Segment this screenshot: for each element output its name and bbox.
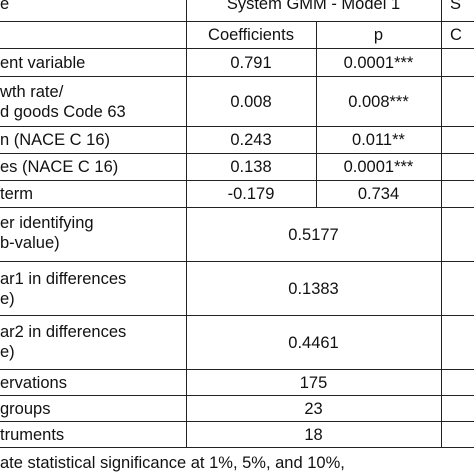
row-label-line: wth rate/ bbox=[0, 83, 64, 101]
row-p: 0.011** bbox=[352, 130, 405, 149]
divider bbox=[0, 153, 474, 154]
divider bbox=[0, 447, 474, 448]
divider bbox=[0, 48, 474, 49]
divider bbox=[0, 207, 474, 208]
row-label-line: ar1 in differences bbox=[0, 270, 127, 288]
divider bbox=[0, 395, 474, 396]
header-model: System GMM - Model 1 bbox=[226, 0, 401, 13]
divider bbox=[186, 0, 187, 448]
row-label-line: b-value) bbox=[0, 234, 60, 252]
divider bbox=[0, 76, 474, 77]
row-coef: 0.243 bbox=[230, 130, 272, 149]
header-next-model: S bbox=[450, 0, 462, 13]
divider bbox=[0, 315, 474, 316]
header-variable: e bbox=[0, 0, 10, 13]
header-p: p bbox=[373, 25, 384, 44]
row-label-line: d goods Code 63 bbox=[0, 103, 126, 121]
row-coef: -0.179 bbox=[227, 184, 275, 203]
row-merged-value: 0.5177 bbox=[288, 226, 339, 244]
row-merged-value: 23 bbox=[304, 399, 323, 418]
row-label: ar2 in differences e) bbox=[0, 316, 186, 368]
row-merged-value: 0.4461 bbox=[288, 334, 339, 352]
divider bbox=[0, 126, 474, 127]
header-coefficients: Coefficients bbox=[208, 25, 294, 44]
divider bbox=[0, 21, 474, 22]
row-merged-value: 175 bbox=[299, 373, 328, 392]
header-next-coef: C bbox=[450, 25, 462, 44]
row-label-line: e) bbox=[0, 290, 15, 308]
row-p: 0.0001*** bbox=[343, 53, 414, 72]
row-label-line: ar2 in differences bbox=[0, 323, 127, 341]
row-label: truments bbox=[0, 425, 65, 444]
divider bbox=[0, 261, 474, 262]
row-label: term bbox=[0, 184, 33, 203]
row-label: ar1 in differences e) bbox=[0, 262, 186, 316]
table-footnote: ate statistical significance at 1%, 5%, … bbox=[0, 454, 345, 472]
row-label: groups bbox=[0, 399, 51, 418]
row-label: ent variable bbox=[0, 53, 86, 72]
row-p: 0.0001*** bbox=[343, 157, 414, 176]
row-coef: 0.791 bbox=[230, 53, 272, 72]
divider bbox=[441, 0, 442, 448]
row-label-line: er identifying bbox=[0, 214, 94, 232]
row-p: 0.734 bbox=[357, 184, 400, 203]
divider bbox=[0, 180, 474, 181]
row-merged-value: 18 bbox=[304, 425, 323, 444]
row-label: ervations bbox=[0, 373, 67, 392]
row-coef: 0.008 bbox=[230, 93, 272, 111]
row-label: n (NACE C 16) bbox=[0, 130, 111, 149]
row-merged-value: 0.1383 bbox=[288, 280, 339, 298]
divider bbox=[0, 421, 474, 422]
row-coef: 0.138 bbox=[230, 157, 272, 176]
row-label: er identifying b-value) bbox=[0, 208, 186, 258]
row-p: 0.008*** bbox=[348, 93, 409, 111]
divider bbox=[316, 22, 317, 208]
row-label: wth rate/ d goods Code 63 bbox=[0, 78, 186, 126]
divider bbox=[0, 369, 474, 370]
row-label-line: e) bbox=[0, 343, 15, 361]
row-label: es (NACE C 16) bbox=[0, 157, 119, 176]
